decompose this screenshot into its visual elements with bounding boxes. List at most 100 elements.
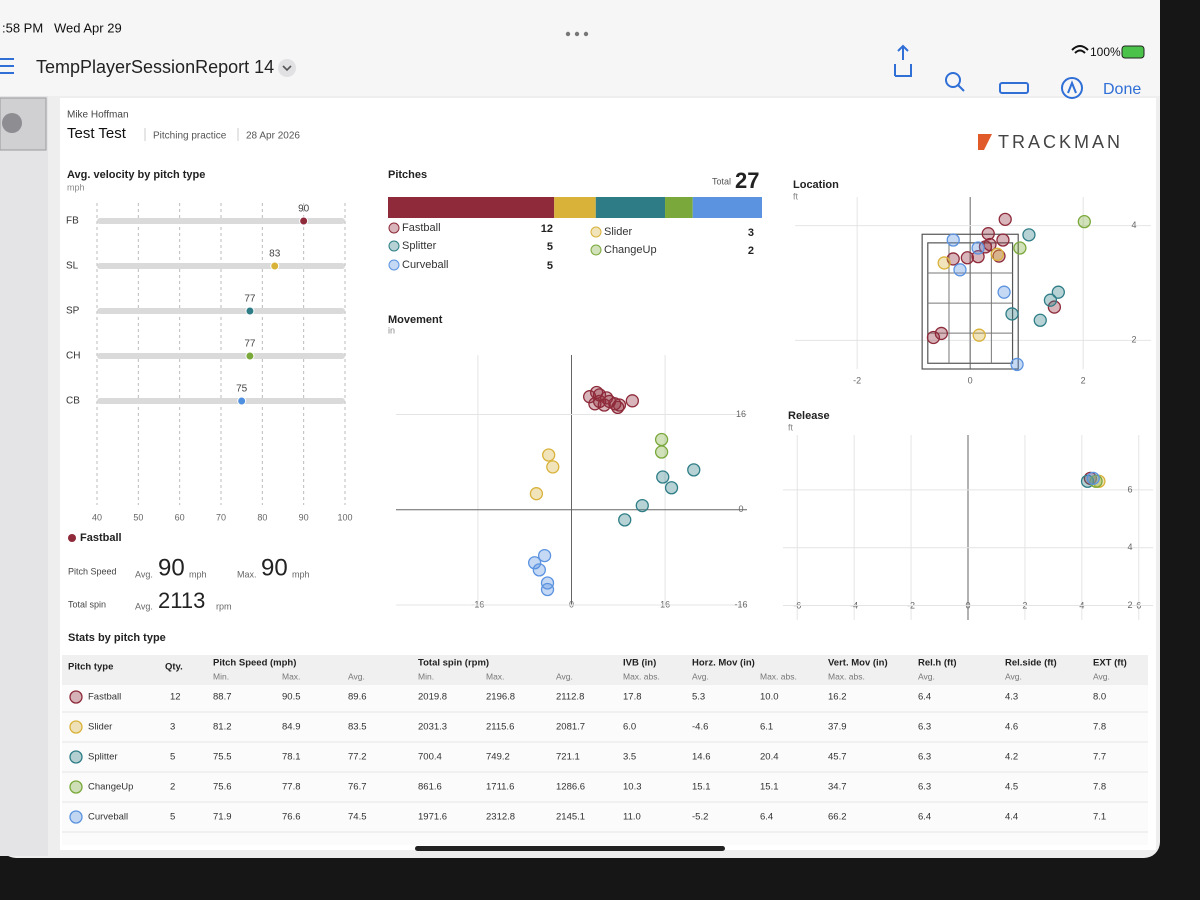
y-tick-label: 16 — [736, 409, 746, 419]
table-cell: 4.3 — [1005, 692, 1018, 703]
column-subheader: Max. — [282, 671, 300, 681]
session-name: Test Test — [67, 125, 127, 142]
legend-count: 12 — [541, 223, 553, 235]
velocity-dot — [270, 261, 280, 271]
session-type: Pitching practice — [153, 131, 227, 142]
column-header: Rel.side (ft) — [1005, 658, 1057, 669]
table-cell: 2145.1 — [556, 812, 585, 823]
title-menu[interactable] — [278, 59, 296, 77]
pitch-point — [937, 256, 951, 270]
selected-pitch[interactable]: Fastball — [80, 532, 122, 544]
table-cell: -4.6 — [692, 722, 708, 733]
speed-unit: mph — [189, 569, 207, 579]
avg-label: Avg. — [135, 569, 153, 579]
legend-count: 5 — [547, 260, 553, 272]
dot — [583, 31, 589, 37]
column-subheader: Avg. — [918, 671, 935, 681]
category-label: CH — [66, 351, 80, 362]
legend-label: Fastball — [402, 222, 441, 234]
table-cell: 15.1 — [760, 782, 779, 793]
track — [97, 398, 345, 404]
chevron — [282, 65, 292, 72]
pitch-point — [1047, 300, 1062, 314]
pitch-point — [972, 328, 986, 342]
hamburger[interactable] — [0, 58, 14, 74]
search-button[interactable] — [945, 72, 965, 92]
avg-label: Avg. — [135, 601, 153, 611]
home-indicator[interactable] — [415, 846, 725, 851]
table-cell: 12 — [170, 692, 181, 703]
location-title: Location — [793, 179, 839, 191]
velocity-dot — [245, 351, 255, 361]
pitch-point — [934, 326, 949, 341]
y-tick-label: 4 — [1131, 220, 1136, 230]
table-cell: Curveball — [88, 812, 128, 823]
pitch-point — [1005, 307, 1019, 321]
pitch-point — [537, 548, 552, 563]
table-cell: 7.8 — [1093, 722, 1106, 733]
total-count: 27 — [735, 168, 759, 193]
table-cell: 83.5 — [348, 722, 367, 733]
multitask-dots[interactable] — [565, 31, 589, 37]
column-subheader: Max. abs. — [828, 671, 865, 681]
toolbar-bg — [0, 0, 1160, 96]
table-cell: 90.5 — [282, 692, 301, 703]
pitch-point — [946, 233, 960, 247]
share-button[interactable] — [894, 44, 912, 77]
table-cell: 7.8 — [1093, 782, 1106, 793]
table-cell: 5.3 — [692, 692, 705, 703]
table-cell: 3.5 — [623, 752, 636, 763]
pitch-point — [656, 470, 670, 484]
table-cell: 74.5 — [348, 812, 367, 823]
row-marker — [69, 780, 83, 794]
total-label: Total — [712, 176, 731, 186]
column-subheader: Avg. — [1005, 671, 1022, 681]
category-label: SL — [66, 261, 79, 272]
battery-percent: 100% — [1090, 45, 1121, 59]
done-button[interactable]: Done — [1103, 81, 1141, 98]
status-time: :58 PM — [2, 20, 43, 35]
table-cell: 2196.8 — [486, 692, 515, 703]
column-subheader: Max. abs. — [760, 671, 797, 681]
table-cell: 8.0 — [1093, 692, 1106, 703]
table-cell: 78.1 — [282, 752, 301, 763]
track — [97, 353, 345, 359]
table-cell: 1286.6 — [556, 782, 585, 793]
table-cell: 88.7 — [213, 692, 232, 703]
table-cell: 7.1 — [1093, 812, 1106, 823]
table-cell: 34.7 — [828, 782, 847, 793]
y-tick-label: -16 — [734, 599, 747, 609]
table-cell: 861.6 — [418, 782, 442, 793]
movement-unit: in — [388, 325, 395, 335]
y-tick-label: 2 — [1127, 600, 1132, 610]
row-marker — [69, 720, 83, 734]
pitch-point — [992, 249, 1006, 263]
pitch-point — [926, 330, 941, 345]
column-header: Pitch type — [68, 662, 113, 673]
thumbnail-menu[interactable] — [2, 113, 22, 133]
pitch-point — [1077, 215, 1091, 229]
pitch-point — [981, 227, 995, 241]
table-cell: 2 — [170, 782, 175, 793]
pitch-point — [542, 448, 556, 462]
table-cell: 4.2 — [1005, 752, 1018, 763]
document-title[interactable]: TempPlayerSessionReport 14 — [36, 57, 274, 77]
table-cell: 76.7 — [348, 782, 367, 793]
annotate-button[interactable] — [1061, 77, 1083, 99]
column-header: Total spin (rpm) — [418, 658, 489, 669]
pitch-point — [546, 460, 560, 474]
table-cell: 6.1 — [760, 722, 773, 733]
legend-marker — [388, 222, 400, 234]
pitch-point — [635, 498, 649, 513]
column-subheader: Min. — [213, 671, 229, 681]
x-tick-label: 40 — [92, 512, 102, 522]
markup-button[interactable] — [999, 82, 1029, 94]
x-tick-label: 16 — [660, 599, 670, 609]
pitch-point — [540, 582, 555, 597]
table-cell: 17.8 — [623, 692, 642, 703]
table-cell: 66.2 — [828, 812, 847, 823]
column-header: Vert. Mov (in) — [828, 658, 888, 669]
brand-name: TRACKMAN — [998, 132, 1123, 152]
